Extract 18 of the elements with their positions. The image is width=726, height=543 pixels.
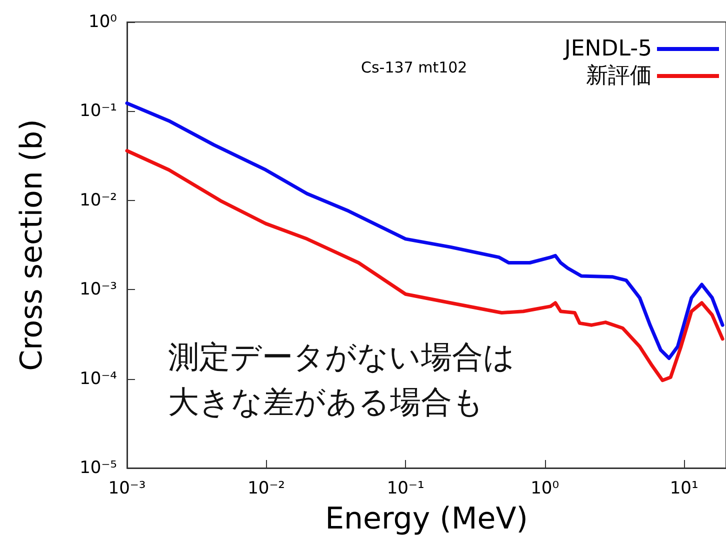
x-tick-label: 10⁰	[530, 478, 560, 498]
x-tick-label: 10¹	[670, 478, 698, 498]
legend-label: JENDL-5	[562, 36, 652, 62]
annotation: 測定データがない場合は	[168, 340, 515, 376]
y-tick-label: 10⁰	[88, 12, 118, 32]
text: Cs-137 mt102	[361, 58, 468, 76]
y-axis-title: Cross section (b)	[14, 119, 50, 371]
x-tick-label: 10⁻¹	[386, 478, 424, 498]
x-axis-title: Energy (MeV)	[325, 502, 528, 536]
legend-label: 新評価	[586, 64, 652, 88]
y-tick-label: 10⁻²	[80, 190, 117, 210]
annotation: 大きな差がある場合も	[168, 384, 484, 420]
y-tick-label: 10⁻⁵	[80, 458, 117, 478]
y-tick-label: 10⁻¹	[80, 101, 117, 122]
y-tick-label: 10⁻³	[80, 280, 117, 300]
y-tick-label: 10⁻⁴	[80, 368, 118, 389]
x-tick-label: 10⁻³	[108, 478, 146, 498]
x-tick-label: 10⁻²	[248, 478, 285, 498]
